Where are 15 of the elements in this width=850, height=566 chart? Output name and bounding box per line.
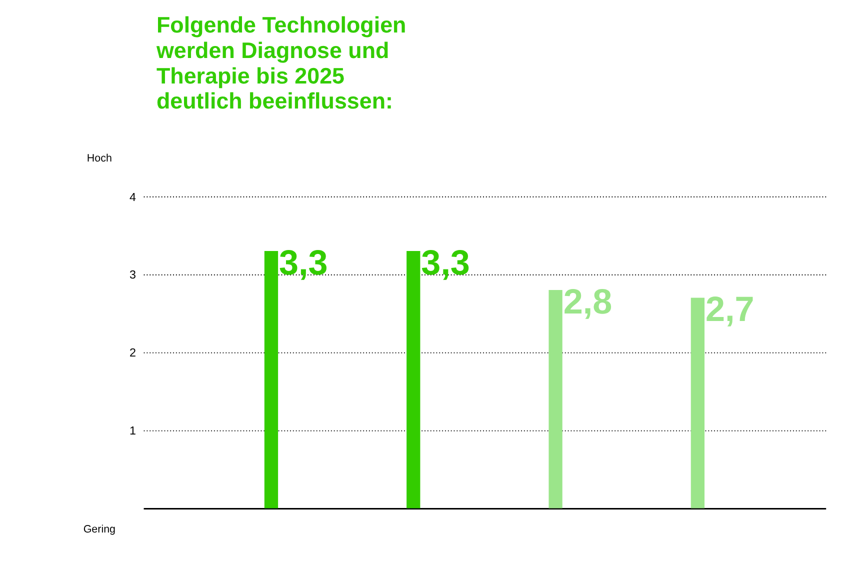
data-label: 2,8 — [563, 282, 612, 322]
text: Hoch — [86, 152, 112, 164]
bar — [690, 298, 705, 508]
bar — [264, 250, 278, 508]
y-tick-label: 2 — [129, 346, 136, 360]
y-tick-label: 3 — [129, 268, 136, 282]
bar — [548, 290, 562, 508]
data-label: 3,3 — [279, 243, 328, 282]
data-label: 2,7 — [705, 290, 754, 330]
data-label: 3,3 — [421, 243, 470, 282]
chart-title: Folgende Technologien werden Diagnose und Therapie bis 2025 deutlich beeinflussen: — [155, 12, 406, 114]
y-tick-label: 1 — [129, 424, 136, 438]
y-tick-label: 4 — [129, 190, 136, 204]
bar — [406, 250, 420, 508]
text: Gering — [83, 524, 116, 536]
